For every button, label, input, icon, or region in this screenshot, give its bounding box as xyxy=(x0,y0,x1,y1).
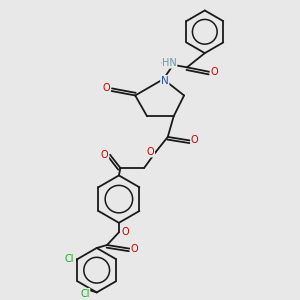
Text: O: O xyxy=(121,227,129,237)
Text: HN: HN xyxy=(162,58,177,68)
Text: Cl: Cl xyxy=(65,254,74,264)
Text: Cl: Cl xyxy=(80,289,90,298)
Text: O: O xyxy=(211,67,218,77)
Text: O: O xyxy=(131,244,138,254)
Text: O: O xyxy=(191,136,199,146)
Text: N: N xyxy=(161,76,169,86)
Text: O: O xyxy=(101,150,109,160)
Text: O: O xyxy=(102,83,110,93)
Text: O: O xyxy=(147,147,154,157)
